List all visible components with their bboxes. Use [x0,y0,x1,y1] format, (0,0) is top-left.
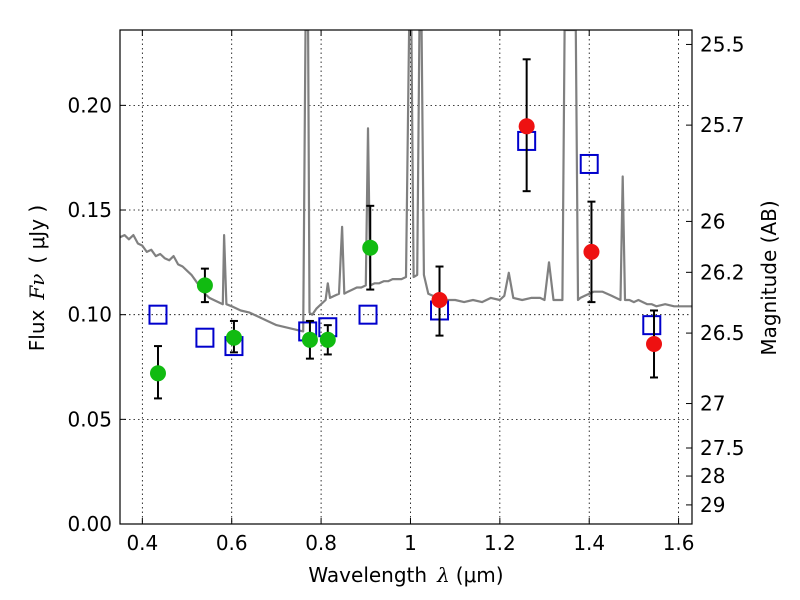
x-tick-label: 1.2 [484,531,516,555]
y-tick-label: 0.10 [67,303,112,327]
observed-flux-point [196,277,213,294]
x-tick-label: 0.4 [126,531,158,555]
model-photometry-marker [148,304,168,325]
y-axis-label: FluxFν( μJy ) [25,205,49,351]
mag-tick-label: 26 [700,209,725,233]
y-tick-label: 0.15 [67,198,112,222]
plot-area [120,30,692,400]
observed-flux-point [362,239,379,256]
mag-tick-label: 26.5 [700,321,745,345]
x-tick-label: 1.4 [573,531,605,555]
observed-flux-point [518,118,535,135]
model-photometry-marker [579,153,599,174]
observed-flux-point [431,292,448,309]
model-photometry-marker [358,304,378,325]
x-tick-label: 0.6 [216,531,248,555]
mag-tick-label: 28 [700,464,725,488]
y-axis-right-label: Magnitude (AB) [757,200,781,355]
x-tick-label: 1.6 [663,531,695,555]
mag-tick-label: 27.5 [700,436,745,460]
y-tick-label: 0.00 [67,512,112,536]
observed-flux-point [646,335,663,352]
y-tick-label: 0.05 [67,407,112,431]
mag-tick-label: 25.5 [700,32,745,56]
mag-tick-label: 26.2 [700,260,745,284]
plot-frame [119,29,693,525]
observed-flux-point [149,365,166,382]
mag-tick-label: 27 [700,392,725,416]
observed-flux-point [301,331,318,348]
model-photometry-marker [195,327,215,348]
mag-tick-label: 29 [700,493,725,517]
axis-ticks: 0.4 0.6 0.8 1 1.2 1.4 1.6 0.00 0.05 0.10 0.15 0.20 2… [67,30,745,555]
model-photometry-marker [642,315,662,336]
y-tick-label: 0.20 [67,93,112,117]
observed-flux-point [225,329,242,346]
x-tick-label: 1 [404,531,417,555]
mag-tick-label: 25.7 [700,113,745,137]
x-tick-label: 0.8 [305,531,337,555]
observed-flux-point [583,243,600,260]
observed-flux-point [319,331,336,348]
x-axis-label: Wavelength λ (μm) [308,563,503,587]
